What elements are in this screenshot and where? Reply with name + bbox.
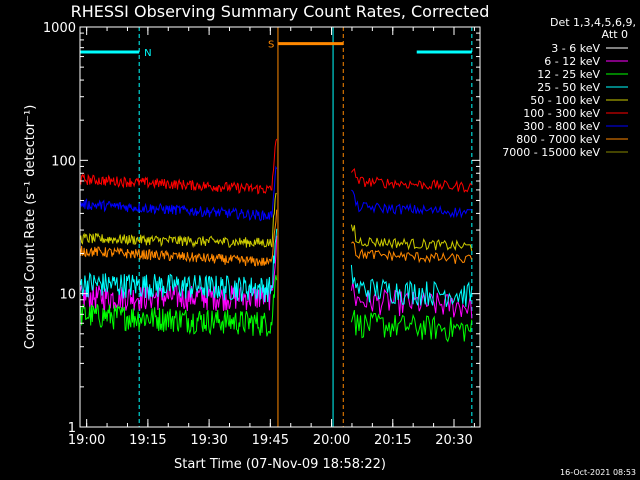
legend-label-0: 3 - 6 keV — [551, 42, 600, 55]
series-line-3-post — [350, 264, 473, 307]
legend-label-8: 7000 - 15000 keV — [502, 146, 600, 159]
y-tick-label-1: 10 — [59, 288, 76, 303]
x-tick-label-5: 20:15 — [374, 433, 411, 448]
y-tick-label-0: 1 — [68, 421, 76, 436]
legend-label-4: 50 - 100 keV — [530, 94, 600, 107]
legend-label-3: 25 - 50 keV — [537, 81, 600, 94]
series-lines — [79, 138, 473, 345]
series-line-1-post — [350, 281, 473, 319]
series-line-2-pre — [79, 275, 278, 337]
series-line-3-pre — [79, 228, 278, 303]
timestamp: 16-Oct-2021 08:53 — [560, 468, 636, 477]
x-axis-label: Start Time (07-Nov-09 18:58:22) — [174, 457, 386, 472]
series-line-6-post — [351, 189, 472, 219]
x-tick-label-2: 19:30 — [190, 433, 227, 448]
plot-frame — [79, 26, 481, 428]
series-line-6-pre — [79, 165, 278, 222]
x-tick-label-0: 19:00 — [68, 433, 105, 448]
chart-title: RHESSI Observing Summary Count Rates, Co… — [71, 2, 490, 21]
series-line-7-post — [351, 241, 473, 264]
series-line-4-pre — [79, 192, 277, 249]
x-tick-label-6: 20:30 — [435, 433, 472, 448]
y-tick-label-2: 100 — [51, 154, 76, 169]
flag-label-N: N — [144, 48, 151, 59]
series-line-1-pre — [79, 235, 278, 312]
flag-label-S: S — [268, 40, 274, 51]
series-line-5-post — [351, 168, 473, 193]
series-line-7-pre — [79, 209, 278, 267]
attenuator-label: Att 0 — [602, 28, 628, 41]
legend-label-5: 100 - 300 keV — [523, 107, 600, 120]
y-tick-label-3: 1000 — [43, 21, 76, 36]
legend-label-6: 300 - 800 keV — [523, 120, 600, 133]
legend-label-7: 800 - 7000 keV — [516, 133, 600, 146]
axis-ticks: 1 10 100 1000 19:00 19:15 19:30 19:45 20:00 20:15… — [43, 21, 480, 448]
flag-bars: NS — [80, 40, 472, 59]
x-tick-label-4: 20:00 — [313, 433, 350, 448]
legend-label-2: 12 - 25 keV — [537, 68, 600, 81]
vertical-markers — [79, 27, 473, 427]
x-tick-label-1: 19:15 — [129, 433, 166, 448]
x-tick-label-3: 19:45 — [252, 433, 289, 448]
y-axis-label: Corrected Count Rate (s⁻¹ detector⁻¹) — [23, 105, 38, 350]
detectors-label: Det 1,3,4,5,6,9, — [550, 16, 636, 29]
legend-label-1: 6 - 12 keV — [544, 55, 600, 68]
series-line-4-post — [350, 224, 473, 252]
series-line-2-post — [350, 309, 473, 343]
series-line-5-pre — [79, 138, 278, 195]
